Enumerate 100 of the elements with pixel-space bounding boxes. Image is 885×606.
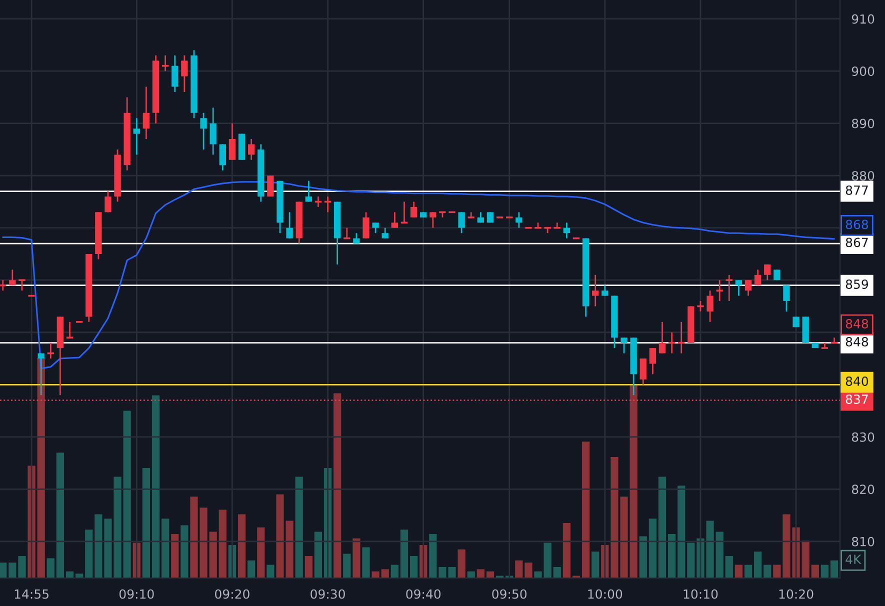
line-series: [2, 181, 836, 370]
bar: [639, 536, 647, 578]
bar: [687, 542, 695, 578]
candlestick: [219, 144, 226, 172]
ref-line-label: 837: [846, 394, 868, 404]
candlestick: [133, 117, 140, 156]
bar: [390, 564, 398, 578]
y-tick-label: 830: [852, 432, 874, 442]
candlestick: [305, 180, 312, 202]
annotation: 4K: [846, 554, 862, 564]
bar: [0, 562, 7, 578]
bar: [152, 395, 160, 578]
candlestick: [200, 112, 207, 150]
bar: [372, 571, 380, 578]
candlestick: [181, 54, 188, 93]
bar: [458, 549, 466, 578]
ref-line-label: 859: [846, 280, 868, 289]
bar: [515, 560, 523, 578]
candlestick: [172, 54, 178, 93]
candlestick: [620, 336, 628, 354]
bar: [334, 393, 342, 578]
bar: [304, 556, 312, 578]
candlestick: [658, 321, 666, 354]
candlestick: [38, 352, 44, 396]
bar: [410, 556, 418, 578]
candlestick: [754, 268, 762, 286]
candlestick: [552, 222, 562, 229]
bar: [162, 518, 170, 578]
bar: [553, 567, 561, 578]
candlestick: [210, 106, 216, 156]
x-tick-label: 10:20: [779, 589, 814, 599]
bar: [582, 442, 590, 578]
candlestick: [602, 284, 608, 296]
candlestick: [267, 174, 274, 198]
x-tick-label: 10:10: [684, 589, 718, 599]
bar: [295, 476, 303, 578]
bar: [142, 468, 150, 578]
bar: [352, 538, 360, 578]
bar: [534, 571, 542, 578]
bar: [764, 564, 772, 578]
x-tick-label: 14:55: [14, 589, 48, 599]
bar: [180, 525, 188, 578]
ref-line-label: 848: [846, 337, 868, 346]
candlestick: [248, 138, 255, 161]
y-tick-label: 910: [852, 14, 874, 24]
y-tick-label: 820: [852, 484, 874, 494]
bar: [429, 534, 437, 578]
candlestick: [640, 358, 646, 386]
bar: [658, 476, 666, 578]
candlestick: [382, 227, 388, 239]
x-tick-label: 09:30: [310, 589, 345, 599]
bar: [524, 562, 532, 578]
candlestick: [430, 211, 436, 229]
ref-line-label: 840: [846, 376, 868, 386]
ref-line-label: 877: [846, 185, 868, 195]
candlestick: [466, 211, 476, 218]
candlestick: [764, 264, 771, 281]
candlestick: [783, 284, 790, 312]
candlestick: [563, 222, 570, 239]
candlestick: [724, 274, 734, 302]
bar: [716, 532, 724, 578]
candlestick: [592, 274, 599, 307]
x-tick-label: 09:50: [492, 589, 527, 599]
candlestick: [286, 211, 293, 239]
candlestick: [66, 321, 74, 339]
candlestick: [400, 201, 408, 224]
bar: [218, 510, 226, 578]
candlestick: [161, 54, 170, 72]
candlestick: [18, 279, 26, 292]
candlestick: [715, 279, 724, 302]
candlestick: [142, 86, 150, 140]
candlestick: [104, 190, 112, 213]
candlestick: [706, 290, 714, 323]
bar: [123, 410, 131, 578]
bar: [820, 564, 829, 578]
bar: [754, 552, 762, 578]
annotation: 848: [846, 319, 868, 328]
candlestick: [228, 122, 236, 161]
y-tick-label: 900: [852, 66, 874, 76]
candlestick: [744, 279, 752, 296]
bar: [562, 523, 571, 578]
bar: [744, 564, 752, 578]
candlestick: [0, 279, 8, 292]
bar: [802, 540, 810, 578]
bar: [85, 530, 93, 578]
bar: [668, 534, 676, 578]
candlestick: [391, 211, 398, 229]
bar: [171, 534, 179, 578]
y-tick-label: 890: [852, 118, 874, 128]
bar: [46, 558, 54, 578]
bar: [314, 532, 322, 578]
bar: [592, 552, 600, 578]
bar: [56, 452, 64, 578]
candlestick: [649, 347, 656, 375]
bar: [830, 560, 838, 578]
bar: [678, 486, 686, 578]
candlestick: [410, 201, 418, 218]
x-tick-label: 10:00: [588, 589, 622, 599]
bar: [209, 532, 217, 578]
y-tick-label: 810: [852, 536, 874, 546]
